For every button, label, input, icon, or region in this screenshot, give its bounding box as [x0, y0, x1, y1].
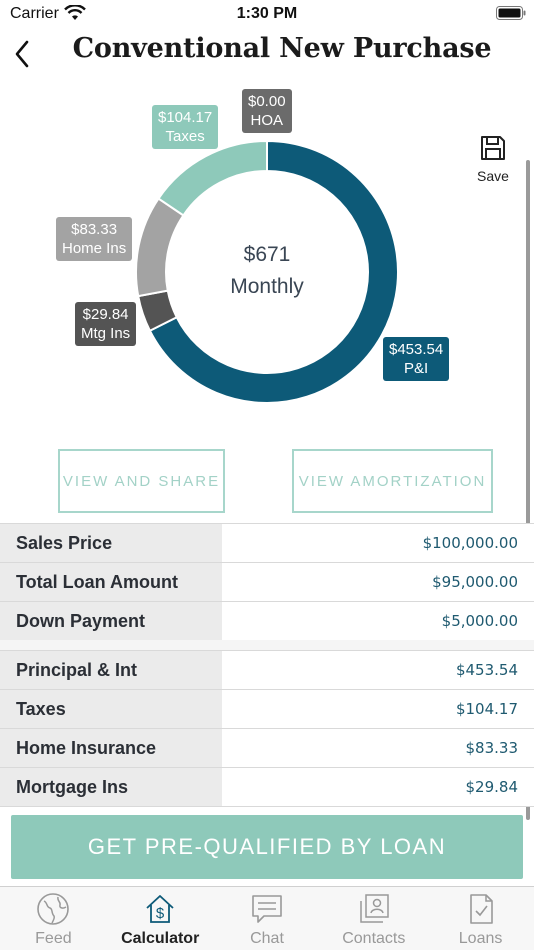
table-row: Down Payment $5,000.00	[0, 602, 534, 641]
tab-label: Feed	[35, 930, 72, 947]
donut-slice-home-ins	[135, 197, 185, 298]
row-value: $83.33	[222, 729, 534, 767]
table-row: Home Insurance $83.33	[0, 729, 534, 768]
center-total-label: Monthly	[230, 275, 304, 298]
navigation-bar: Conventional New Purchase	[0, 30, 534, 80]
row-value: $100,000.00	[222, 524, 534, 562]
row-label: Taxes	[0, 690, 222, 728]
save-label: Save	[477, 168, 509, 184]
row-value: $104.17	[222, 690, 534, 728]
table-row: Principal & Int $453.54	[0, 651, 534, 690]
battery-icon	[496, 6, 526, 20]
slice-label-hoa: $0.00 HOA	[242, 89, 292, 133]
row-value: $29.84	[222, 768, 534, 806]
center-total-value: $671	[244, 243, 291, 266]
table-row: Mortgage Ins $29.84	[0, 768, 534, 807]
row-value: $95,000.00	[222, 563, 534, 601]
row-label: Total Loan Amount	[0, 563, 222, 601]
tab-label: Chat	[250, 930, 284, 947]
wifi-icon	[64, 5, 86, 20]
back-button[interactable]	[10, 36, 36, 72]
row-label: Mortgage Ins	[0, 768, 222, 806]
slice-label-taxes: $104.17 Taxes	[152, 105, 219, 149]
svg-text:$: $	[156, 905, 165, 922]
tab-feed[interactable]: Feed	[0, 887, 107, 950]
tab-label: Loans	[458, 930, 503, 947]
view-amortization-button[interactable]: VIEW AMORTIZATION	[292, 449, 493, 513]
tab-chat[interactable]: Chat	[214, 887, 321, 950]
table-row: Sales Price $100,000.00	[0, 524, 534, 563]
donut-chart: $671 Monthly	[135, 139, 399, 404]
payment-breakdown-chart: $671 Monthly $104.17 Taxes $0.00 HOA $83.3…	[0, 80, 534, 440]
get-pre-qualified-button[interactable]: GET PRE-QUALIFIED BY LOAN	[11, 815, 523, 879]
contacts-icon	[360, 894, 389, 923]
section-divider	[0, 640, 534, 650]
globe-icon	[37, 893, 70, 925]
table-row: Total Loan Amount $95,000.00	[0, 563, 534, 602]
row-label: Home Insurance	[0, 729, 222, 767]
view-and-share-button[interactable]: VIEW AND SHARE	[58, 449, 225, 513]
loan-document-icon	[469, 894, 493, 924]
slice-label-home-ins: $83.33 Home Ins	[56, 217, 133, 261]
payment-details-table: Principal & Int $453.54 Taxes $104.17 Ho…	[0, 650, 534, 807]
scrollbar[interactable]	[526, 160, 530, 820]
row-label: Down Payment	[0, 602, 222, 640]
page-title: Conventional New Purchase	[72, 33, 492, 64]
status-bar: Carrier 1:30 PM	[0, 0, 534, 30]
row-value: $5,000.00	[222, 602, 534, 640]
status-time: 1:30 PM	[236, 5, 298, 22]
tab-calculator[interactable]: $ Calculator	[107, 887, 214, 950]
save-button[interactable]: Save	[470, 134, 516, 186]
slice-label-mtg-ins: $29.84 Mtg Ins	[75, 302, 137, 346]
table-row: Taxes $104.17	[0, 690, 534, 729]
tab-loans[interactable]: Loans	[427, 887, 534, 950]
floppy-disk-icon	[481, 136, 505, 160]
tab-label: Contacts	[342, 930, 406, 947]
tab-bar: Feed $ Calculator Chat Contacts	[0, 886, 534, 950]
tab-contacts[interactable]: Contacts	[320, 887, 427, 950]
donut-slice-p-i	[148, 139, 399, 404]
calculator-house-icon: $	[146, 895, 174, 923]
slice-label-pi: $453.54 P&I	[383, 337, 450, 381]
tab-label: Calculator	[121, 930, 200, 947]
chat-bubble-icon	[252, 895, 282, 923]
donut-slice-taxes	[157, 139, 268, 217]
carrier-name: Carrier	[10, 5, 59, 22]
row-label: Principal & Int	[0, 651, 222, 689]
row-label: Sales Price	[0, 524, 222, 562]
loan-details-table: Sales Price $100,000.00 Total Loan Amoun…	[0, 523, 534, 641]
row-value: $453.54	[222, 651, 534, 689]
